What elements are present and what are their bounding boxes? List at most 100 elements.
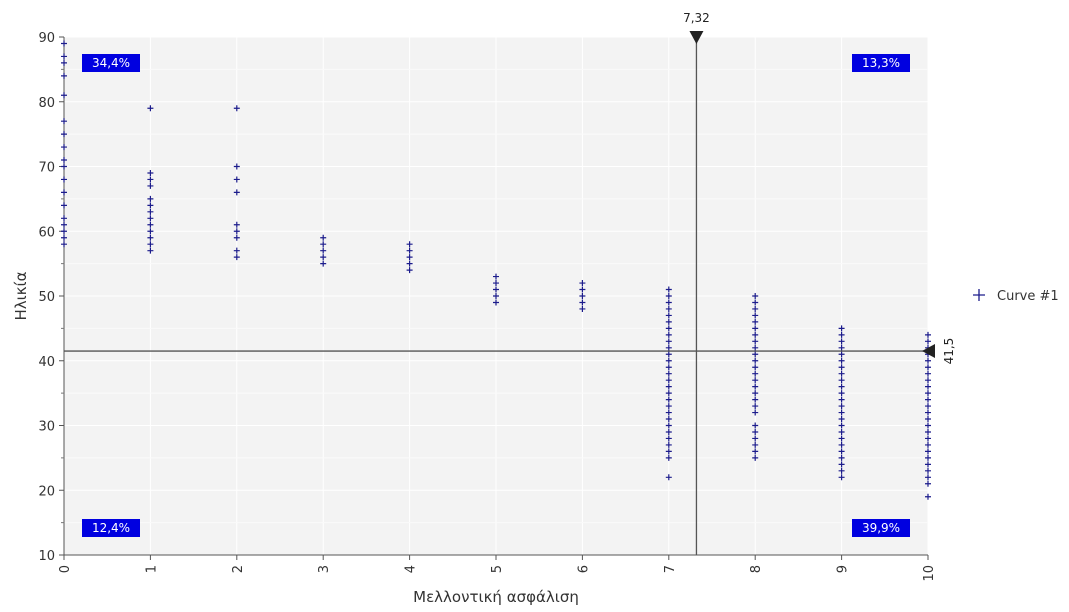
data-point bbox=[61, 92, 67, 99]
data-point bbox=[752, 370, 759, 377]
data-point bbox=[925, 338, 931, 345]
data-point bbox=[320, 247, 327, 254]
data-point bbox=[838, 357, 845, 364]
data-point bbox=[61, 40, 67, 47]
data-point bbox=[406, 247, 413, 254]
data-point bbox=[147, 215, 154, 222]
data-point bbox=[665, 357, 672, 364]
data-point bbox=[61, 241, 67, 248]
data-point bbox=[147, 234, 154, 241]
data-point bbox=[838, 467, 845, 474]
data-point bbox=[838, 409, 845, 416]
quadrant-bottom-left-label: 12,4% bbox=[92, 521, 130, 535]
data-point bbox=[61, 144, 67, 151]
data-point bbox=[925, 396, 931, 403]
data-point bbox=[925, 474, 931, 481]
data-point bbox=[838, 325, 845, 332]
data-point bbox=[493, 286, 499, 293]
data-point bbox=[838, 364, 845, 371]
data-point bbox=[838, 461, 845, 468]
data-point bbox=[838, 454, 845, 461]
data-point bbox=[61, 53, 67, 60]
cursor-x-value: 7,32 bbox=[683, 11, 710, 25]
data-point bbox=[752, 390, 759, 397]
data-point bbox=[838, 428, 845, 435]
data-point bbox=[838, 338, 845, 345]
legend[interactable]: Curve #1 bbox=[973, 289, 1059, 304]
data-point bbox=[925, 441, 931, 448]
legend-marker-glyph bbox=[973, 289, 985, 301]
quadrant-bottom-left-box bbox=[82, 519, 140, 537]
y-tick-label: 40 bbox=[38, 355, 55, 370]
quadrant-top-right-label: 13,3% bbox=[862, 56, 900, 70]
data-point bbox=[752, 351, 759, 358]
data-point bbox=[61, 221, 67, 228]
data-point bbox=[665, 390, 672, 397]
data-point bbox=[925, 403, 931, 410]
data-point bbox=[925, 409, 931, 416]
y-tick-label: 20 bbox=[38, 484, 55, 499]
data-point bbox=[752, 338, 759, 345]
data-point bbox=[752, 312, 759, 319]
data-point bbox=[752, 428, 759, 435]
data-point bbox=[925, 461, 931, 468]
data-point bbox=[925, 493, 931, 500]
x-tick-label: 7 bbox=[663, 565, 678, 573]
data-point bbox=[752, 325, 759, 332]
y-tick-label: 90 bbox=[38, 31, 55, 46]
data-point bbox=[838, 422, 845, 429]
data-point bbox=[61, 131, 67, 138]
data-point bbox=[147, 176, 154, 183]
data-point bbox=[665, 396, 672, 403]
data-point bbox=[61, 163, 67, 170]
data-point bbox=[406, 241, 413, 248]
data-point bbox=[147, 202, 154, 209]
y-tick-label: 10 bbox=[38, 549, 55, 564]
data-point bbox=[665, 325, 672, 332]
data-point bbox=[838, 377, 845, 384]
y-tick-label: 30 bbox=[38, 420, 55, 435]
cursor-x-handle-icon[interactable] bbox=[689, 31, 704, 44]
data-point bbox=[925, 454, 931, 461]
data-point bbox=[925, 377, 931, 384]
x-tick-label: 10 bbox=[922, 565, 937, 582]
data-point bbox=[752, 331, 759, 338]
data-point bbox=[665, 364, 672, 371]
data-point bbox=[61, 202, 67, 209]
cursors[interactable]: 7,32 41,5 bbox=[64, 11, 956, 555]
data-point bbox=[233, 247, 240, 254]
data-point bbox=[665, 338, 672, 345]
data-point bbox=[838, 390, 845, 397]
data-point bbox=[579, 293, 586, 299]
data-point bbox=[493, 280, 499, 287]
data-point bbox=[925, 467, 931, 474]
data-point bbox=[579, 280, 586, 287]
data-point bbox=[233, 105, 240, 112]
data-point bbox=[665, 286, 672, 293]
data-point bbox=[665, 305, 672, 312]
data-point bbox=[838, 448, 845, 455]
data-point bbox=[493, 299, 499, 306]
data-point bbox=[61, 228, 67, 235]
data-point bbox=[147, 228, 154, 235]
data-point bbox=[665, 448, 672, 455]
data-point bbox=[925, 383, 931, 390]
data-point bbox=[233, 189, 240, 196]
data-point bbox=[665, 331, 672, 338]
quadrant-top-right-box bbox=[852, 54, 910, 72]
data-point bbox=[320, 234, 327, 241]
data-point bbox=[752, 454, 759, 461]
data-point bbox=[406, 260, 413, 267]
data-point bbox=[147, 105, 154, 112]
data-point bbox=[838, 474, 845, 481]
data-point bbox=[493, 273, 499, 280]
x-tick-label: 2 bbox=[231, 565, 246, 573]
data-point bbox=[925, 370, 931, 377]
data-point bbox=[925, 364, 931, 371]
y-axis-ticks: 10 20 30 40 50 60 70 80 90 bbox=[38, 31, 64, 564]
quadrant-top-left-label: 34,4% bbox=[92, 56, 130, 70]
cursor-y-handle-icon[interactable] bbox=[922, 344, 935, 359]
data-point bbox=[665, 344, 672, 351]
cursor-y-value: 41,5 bbox=[942, 338, 956, 365]
